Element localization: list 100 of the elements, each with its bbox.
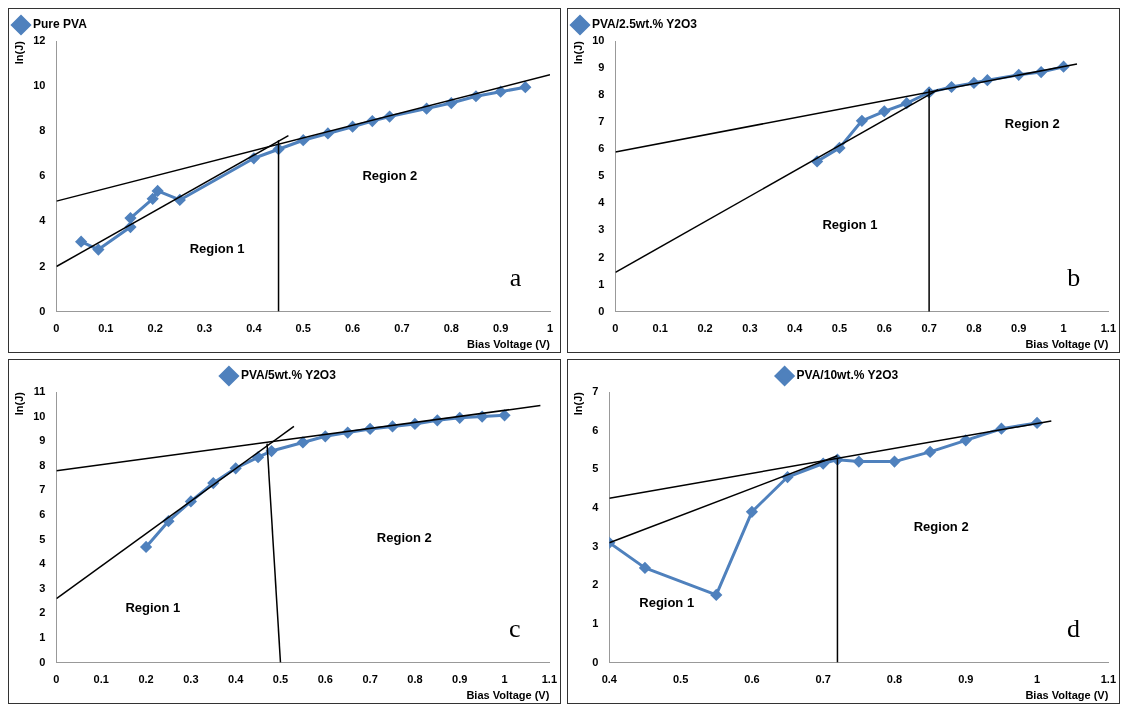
y-tick-label: 7 <box>592 385 599 398</box>
y-tick-label: 8 <box>39 458 46 471</box>
x-tick-label: 0.2 <box>147 322 163 335</box>
y-tick-label: 5 <box>39 532 46 545</box>
x-tick-label: 0.4 <box>246 322 263 335</box>
x-tick-label: 0.1 <box>98 322 114 335</box>
x-tick-label: 0.3 <box>742 322 758 335</box>
x-tick-label: 0.6 <box>317 673 333 686</box>
y-tick-label: 8 <box>598 88 605 101</box>
x-tick-label: 0.5 <box>295 322 311 335</box>
y-tick-label: 0 <box>598 304 605 317</box>
legend-label: PVA/10wt.% Y2O3 <box>796 368 899 383</box>
y-tick-label: 2 <box>39 606 46 619</box>
y-tick-label: 1 <box>592 616 599 629</box>
annotation: Region 2 <box>1004 116 1060 132</box>
x-tick-label: 0 <box>53 322 60 335</box>
x-tick-label: 1.1 <box>541 673 557 686</box>
x-tick-label: 0.8 <box>443 322 459 335</box>
y-axis-title: ln(J) <box>571 40 584 65</box>
annotation: Region 2 <box>913 518 969 534</box>
x-tick-label: 0.3 <box>196 322 213 335</box>
x-tick-label: 0.2 <box>697 322 713 335</box>
y-tick-label: 7 <box>39 483 46 496</box>
x-tick-label: 1 <box>1034 673 1041 686</box>
x-tick-label: 0.5 <box>272 673 289 686</box>
y-tick-label: 0 <box>592 655 599 668</box>
x-tick-label: 0.7 <box>921 322 937 335</box>
x-tick-label: 0.1 <box>652 322 668 335</box>
x-tick-label: 0.2 <box>138 673 154 686</box>
x-tick-label: 0.9 <box>958 673 974 686</box>
y-tick-label: 5 <box>598 169 605 182</box>
y-tick-label: 9 <box>39 434 46 447</box>
y-tick-label: 0 <box>39 304 46 317</box>
y-tick-label: 3 <box>39 581 46 594</box>
x-tick-label: 0.7 <box>362 673 378 686</box>
x-tick-label: 0.9 <box>1011 322 1027 335</box>
x-tick-label: 0.5 <box>831 322 848 335</box>
x-tick-label: 0.6 <box>344 322 361 335</box>
annotation: Region 1 <box>639 594 695 610</box>
annotation: Region 2 <box>362 167 418 183</box>
x-tick-label: 0.4 <box>228 673 245 686</box>
annotation: Region 1 <box>822 216 878 232</box>
y-tick-label: 10 <box>33 79 46 92</box>
y-tick-label: 0 <box>39 655 46 668</box>
annotation: a <box>509 262 522 292</box>
annotation: Region 1 <box>125 600 181 616</box>
x-axis-title: Bias Voltage (V) <box>467 338 551 351</box>
annotation: d <box>1066 613 1080 643</box>
x-tick-label: 1.1 <box>1100 322 1116 335</box>
y-tick-label: 4 <box>598 196 606 209</box>
y-tick-label: 2 <box>598 250 605 263</box>
x-tick-label: 0.9 <box>493 322 509 335</box>
y-tick-label: 6 <box>39 169 46 182</box>
x-tick-label: 0.5 <box>672 673 689 686</box>
y-tick-label: 1 <box>39 631 46 644</box>
y-tick-label: 4 <box>39 214 47 227</box>
y-tick-label: 6 <box>39 508 46 521</box>
x-tick-label: 0.6 <box>876 322 892 335</box>
x-tick-label: 1.1 <box>1100 673 1116 686</box>
x-tick-label: 1 <box>501 673 508 686</box>
x-tick-label: 0.6 <box>744 673 760 686</box>
x-tick-label: 0.4 <box>601 673 618 686</box>
y-tick-label: 10 <box>592 34 605 47</box>
x-tick-label: 1 <box>1060 322 1067 335</box>
x-axis-title: Bias Voltage (V) <box>1025 338 1109 351</box>
x-tick-label: 0.8 <box>407 673 423 686</box>
y-tick-label: 5 <box>592 462 599 475</box>
y-tick-label: 8 <box>39 124 46 137</box>
y-tick-label: 6 <box>592 423 599 436</box>
y-tick-label: 3 <box>598 223 605 236</box>
y-tick-label: 1 <box>598 277 605 290</box>
annotation: Region 1 <box>189 240 245 256</box>
x-tick-label: 0.3 <box>183 673 199 686</box>
legend-label: PVA/5wt.% Y2O3 <box>240 368 337 383</box>
y-tick-label: 3 <box>592 539 599 552</box>
y-axis-title: ln(J) <box>12 40 25 65</box>
y-tick-label: 11 <box>33 385 46 398</box>
y-tick-label: 4 <box>39 557 47 570</box>
y-tick-label: 12 <box>33 34 46 47</box>
legend-label: Pure PVA <box>33 17 88 32</box>
y-tick-label: 4 <box>592 501 600 513</box>
x-tick-label: 0.1 <box>93 673 109 686</box>
y-tick-label: 10 <box>33 409 46 422</box>
x-tick-label: 0 <box>612 322 619 335</box>
x-tick-label: 0.7 <box>815 673 831 686</box>
x-tick-label: 0 <box>53 673 60 686</box>
y-tick-label: 7 <box>598 115 605 128</box>
y-tick-label: 9 <box>598 61 605 74</box>
annotation: c <box>509 613 521 643</box>
x-axis-title: Bias Voltage (V) <box>1025 689 1109 702</box>
x-tick-label: 0.8 <box>966 322 982 335</box>
annotation: Region 2 <box>376 529 432 545</box>
y-tick-label: 2 <box>39 259 46 272</box>
y-tick-label: 6 <box>598 142 605 155</box>
y-axis-title: ln(J) <box>12 391 25 416</box>
x-tick-label: 0.8 <box>886 673 903 686</box>
legend-label: PVA/2.5wt.% Y2O3 <box>592 17 698 32</box>
x-tick-label: 0.9 <box>452 673 468 686</box>
y-tick-label: 2 <box>592 578 599 591</box>
x-tick-label: 0.4 <box>787 322 804 335</box>
